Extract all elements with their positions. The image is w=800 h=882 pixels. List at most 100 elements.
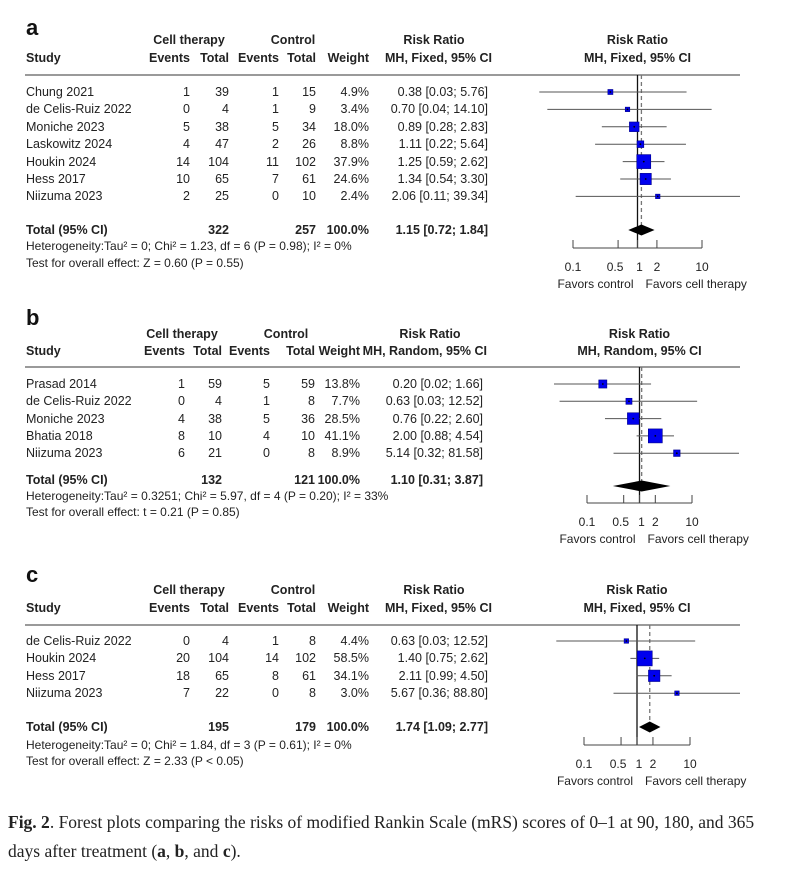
ct-events: 0 [183,634,190,648]
header-cell-therapy: Cell therapy [146,327,218,341]
study-name: Bhatia 2018 [26,428,93,443]
risk-ratio-ci: 5.67 [0.36; 88.80] [390,686,488,701]
header-c-total: Total [287,51,316,65]
figure-caption: Fig. 2. Forest plots comparing the risks… [8,808,788,866]
risk-ratio-ci: 0.70 [0.04; 14.10] [390,102,488,117]
ct-events: 8 [178,428,185,443]
header-cell-therapy: Cell therapy [153,583,225,597]
c-total: 9 [309,102,316,117]
point-estimate [676,692,678,695]
panel-label: b [26,305,40,330]
header-c-total: Total [286,344,315,358]
ct-total: 4 [222,634,229,648]
c-total: 10 [302,189,316,204]
c-total: 36 [301,411,315,426]
total-weight: 100.0% [317,473,360,487]
caption-panel-a: a [157,841,166,861]
header-ct-events: Events [149,601,190,615]
study-name: Prasad 2014 [26,377,97,391]
header-c-total: Total [287,601,316,615]
weight: 4.9% [340,85,370,99]
weight: 3.4% [340,102,370,117]
x-tick-label: 0.5 [612,515,630,529]
header-ct-events: Events [144,344,185,358]
weight: 4.4% [340,634,370,648]
point-estimate [633,125,636,128]
c-events: 2 [272,137,279,152]
x-tick-label: 0.1 [564,260,582,274]
risk-ratio-ci: 2.00 [0.88; 4.54] [392,428,483,443]
ct-events: 2 [183,189,190,204]
overall-effect-text: Test for overall effect: t = 0.21 (P = 0… [26,505,240,519]
x-tick-label: 1 [636,260,643,274]
ct-total: 25 [215,189,229,204]
study-name: de Celis-Ruiz 2022 [26,634,132,648]
x-tick-label: 2 [649,757,657,771]
risk-ratio-ci: 1.11 [0.22; 5.64] [398,137,488,152]
c-total: 59 [301,377,315,391]
ct-total: 39 [215,85,229,99]
weight: 41.1% [324,428,360,443]
c-total: 102 [295,154,316,169]
panel-label: c [26,562,39,587]
x-tick-label: 1 [635,757,643,771]
ct-events: 0 [183,102,190,117]
ct-total: 38 [215,119,229,134]
weight: 2.4% [340,189,370,204]
favors-control-label: Favors control [559,532,636,546]
c-total: 15 [302,85,316,99]
c-total: 8 [308,394,315,409]
ct-events: 0 [178,394,185,409]
point-estimate [653,674,656,677]
study-name: Moniche 2023 [26,119,105,134]
header-plot-method: MH, Fixed, 95% CI [584,51,691,65]
ct-events: 14 [176,154,190,169]
risk-ratio-ci: 0.20 [0.02; 1.66] [392,377,483,391]
x-tick-label: 2 [653,260,661,274]
c-events: 5 [263,411,270,426]
heterogeneity-text: Heterogeneity:Tau² = 0.3251; Chi² = 5.97… [26,489,389,503]
caption-separator: , [165,841,175,861]
c-total: 8 [308,446,315,461]
c-events: 1 [272,102,279,117]
total-c-total: 257 [295,223,316,237]
weight: 37.9% [333,154,369,169]
ct-events: 10 [176,172,190,186]
header-risk-ratio: Risk Ratio [403,33,465,47]
c-events: 14 [265,651,279,666]
c-events: 1 [263,394,270,409]
c-total: 61 [302,668,316,683]
risk-ratio-ci: 1.25 [0.59; 2.62] [397,154,488,169]
caption-end: ). [230,841,241,861]
x-tick-label: 10 [695,260,709,274]
overall-effect-text: Test for overall effect: Z = 2.33 (P < 0… [26,754,244,768]
weight: 3.0% [340,686,370,701]
c-events: 4 [263,428,270,443]
x-tick-label: 0.1 [575,757,593,771]
ct-total: 10 [208,428,222,443]
total-weight: 100.0% [326,223,369,237]
header-risk-ratio: Risk Ratio [403,583,465,597]
c-events: 1 [272,85,279,99]
total-c-total: 121 [294,473,315,487]
weight: 18.0% [333,119,369,134]
c-events: 8 [272,668,279,683]
c-events: 11 [266,154,279,169]
x-tick-label: 0.5 [606,260,624,274]
ct-events: 6 [178,446,185,461]
risk-ratio-ci: 2.11 [0.99; 4.50] [398,668,488,683]
header-risk-ratio: Risk Ratio [399,327,461,341]
pooled-diamond [612,480,671,492]
ct-total: 47 [215,137,229,152]
weight: 34.1% [333,668,369,683]
point-estimate [644,178,647,180]
caption-panel-b: b [174,841,185,861]
ct-events: 1 [178,377,185,391]
study-name: Moniche 2023 [26,411,105,426]
c-events: 0 [272,189,279,204]
study-name: Chung 2021 [26,85,95,99]
header-study: Study [26,601,61,615]
favors-cell-therapy-label: Favors cell therapy [647,532,749,546]
panel-label: a [26,15,39,40]
